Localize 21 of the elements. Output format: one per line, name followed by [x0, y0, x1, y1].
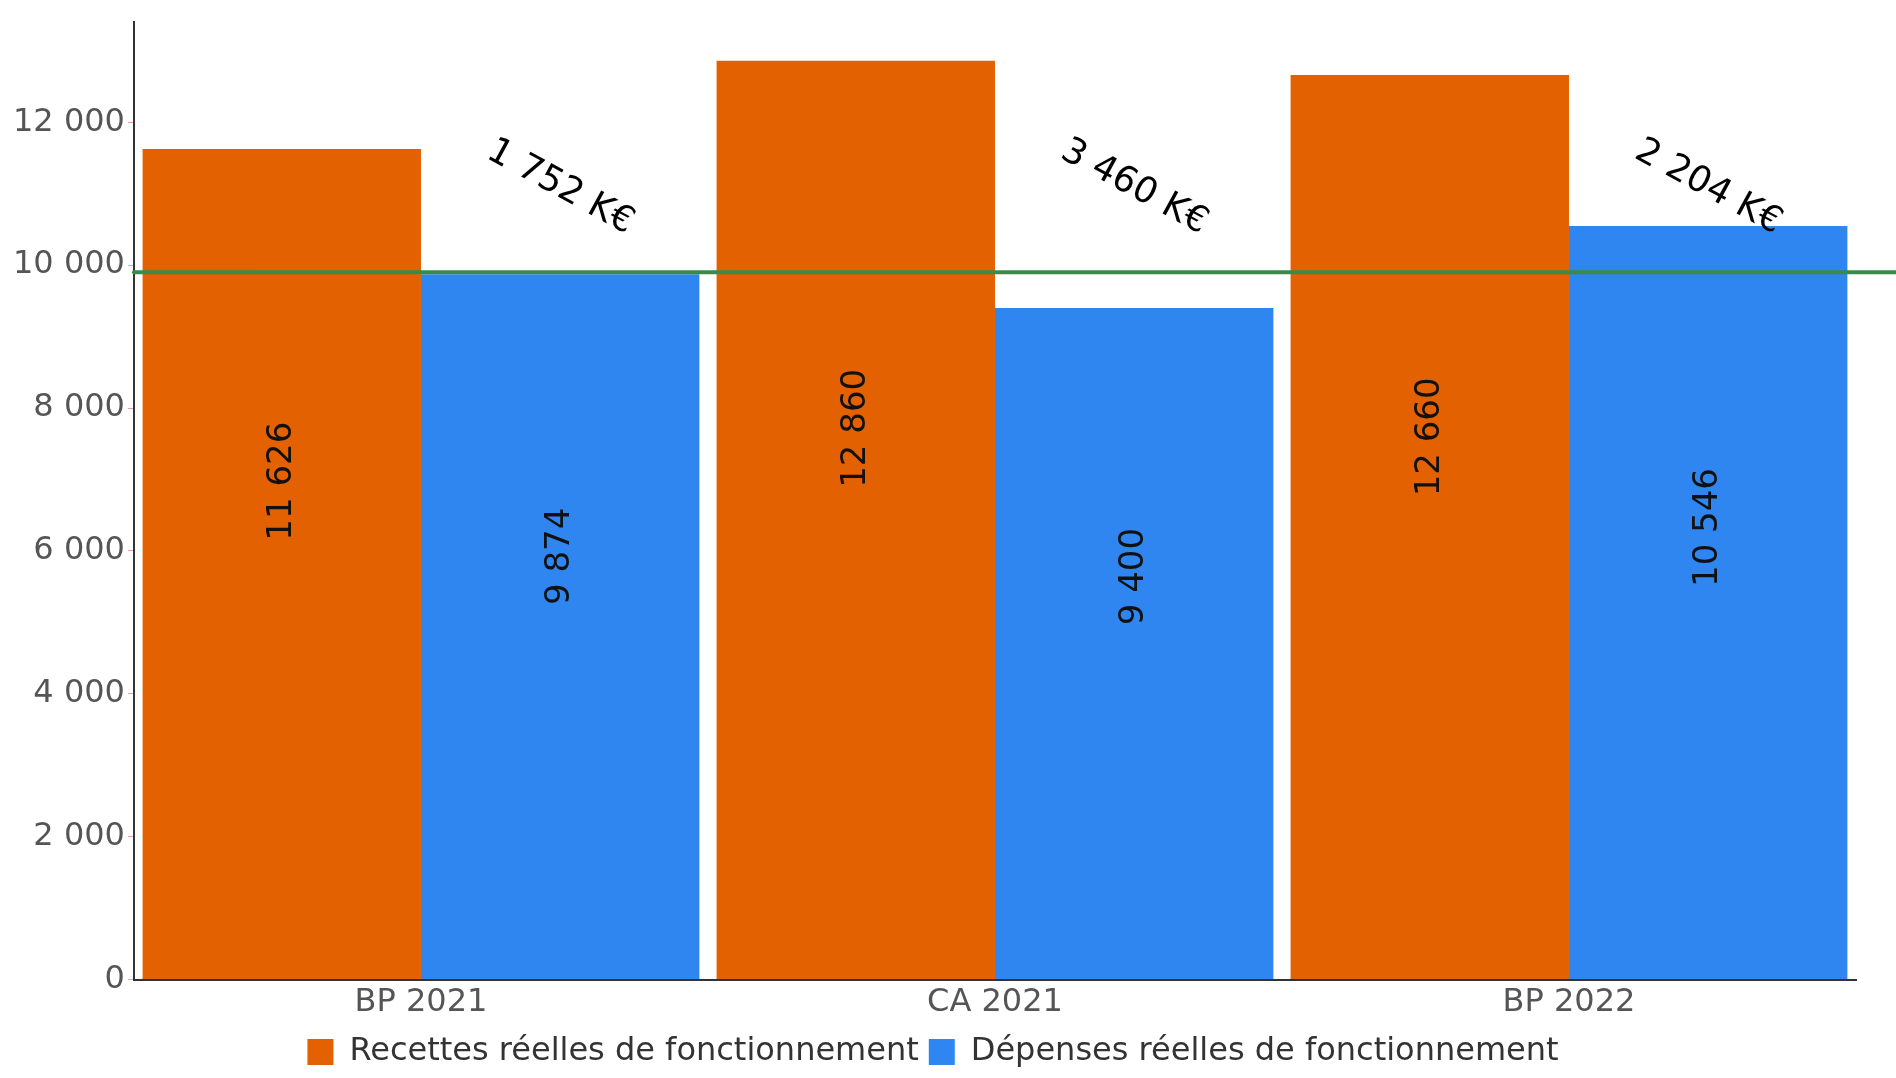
data-label: 9 400	[1111, 527, 1152, 626]
y-tick-label: 6 000	[33, 529, 125, 568]
annotation: 2 204 K€	[1629, 127, 1791, 242]
x-tick-label: CA 2021	[927, 981, 1063, 1020]
y-tick-label: 10 000	[13, 243, 125, 282]
data-label: 11 626	[258, 421, 299, 541]
data-label: 9 874	[537, 507, 577, 605]
y-tick-label: 2 000	[33, 815, 125, 854]
data-label: 10 546	[1685, 468, 1726, 587]
x-tick-label: BP 2022	[1502, 981, 1636, 1020]
y-tick-label: 8 000	[33, 386, 125, 425]
annotation: 1 752 K€	[481, 127, 643, 242]
y-tick-label: 4 000	[33, 672, 125, 711]
y-tick-label: 12 000	[13, 100, 125, 139]
legend-label: Dépenses réelles de fonctionnement	[970, 1030, 1559, 1069]
data-label: 12 860	[832, 368, 873, 488]
data-label: 12 660	[1406, 377, 1447, 497]
x-tick-label: BP 2021	[354, 981, 488, 1020]
legend-label: Recettes réelles de fonctionnement	[349, 1030, 919, 1069]
y-tick-label: 0	[104, 957, 125, 996]
annotation: 3 460 K€	[1055, 127, 1217, 242]
